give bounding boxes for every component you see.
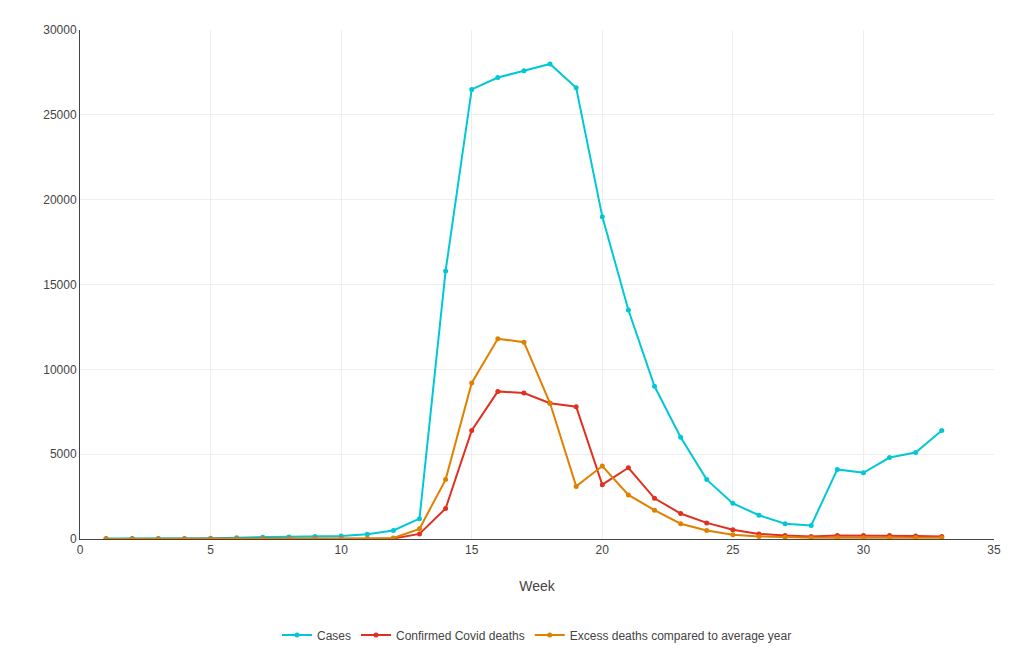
- svg-text:5000: 5000: [50, 447, 77, 461]
- svg-text:15: 15: [465, 543, 479, 557]
- svg-text:0: 0: [70, 532, 77, 546]
- svg-text:10000: 10000: [43, 363, 77, 377]
- svg-text:5: 5: [207, 543, 214, 557]
- svg-text:Cases: Cases: [317, 629, 351, 643]
- svg-text:Excess deaths compared to aver: Excess deaths compared to average year: [570, 629, 791, 643]
- svg-text:30000: 30000: [43, 23, 77, 37]
- svg-text:0: 0: [77, 543, 84, 557]
- svg-text:25: 25: [726, 543, 740, 557]
- svg-text:10: 10: [334, 543, 348, 557]
- svg-text:20: 20: [596, 543, 610, 557]
- svg-text:Confirmed Covid deaths: Confirmed Covid deaths: [396, 629, 525, 643]
- svg-text:25000: 25000: [43, 108, 77, 122]
- svg-text:35: 35: [987, 543, 1001, 557]
- svg-text:15000: 15000: [43, 278, 77, 292]
- svg-text:30: 30: [857, 543, 871, 557]
- svg-text:Week: Week: [519, 578, 556, 594]
- svg-text:20000: 20000: [43, 193, 77, 207]
